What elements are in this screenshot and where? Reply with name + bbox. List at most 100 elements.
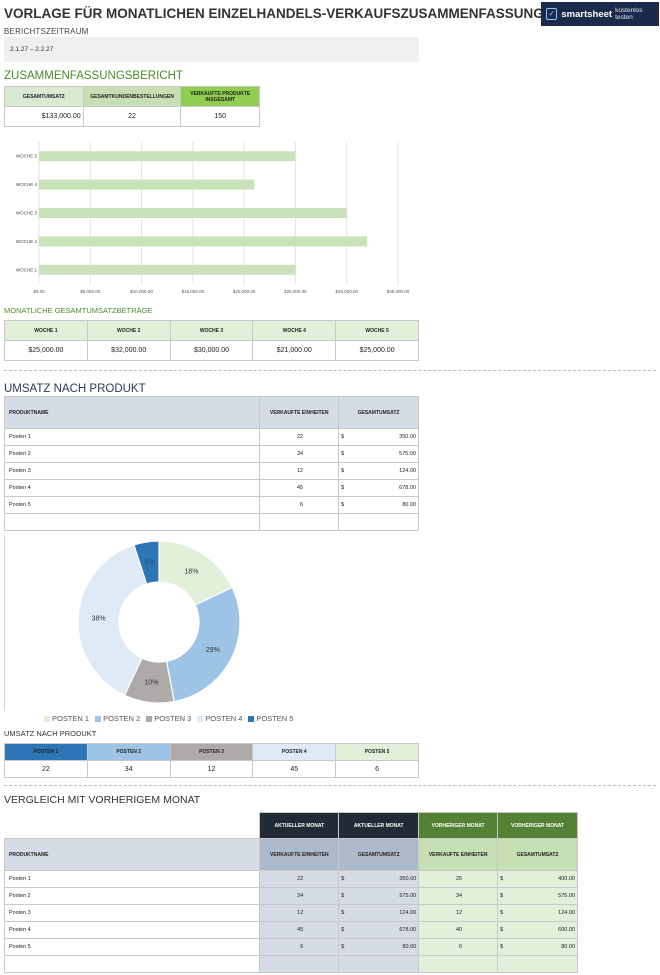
smartsheet-logo[interactable]: ✓ smartsheet kostenlos testen [541,2,659,26]
cmp-top-header: AKTUELLER MONAT [259,812,340,839]
table-row: Posten 3 12 $124.00 [3,462,419,480]
units-header: POSTEN 3 [169,743,254,761]
y-category-label: WOCHE 2 [16,239,37,244]
currency-symbol: $ [341,434,345,440]
cmp-prev-total: 400.00 [558,876,575,882]
cmp-top-header: VORHERIGER MONAT [497,812,578,839]
product-name: Posten 2 [3,445,261,463]
section-divider [4,370,656,371]
summary-value: 150 [180,106,260,127]
donut-slice-label: 18% [184,568,198,575]
week-header: WOCHE 4 [252,320,337,341]
product-name: Posten 3 [3,462,261,480]
cmp-cur-units: 12 [259,904,340,922]
currency-symbol: $ [341,944,345,950]
currency-symbol: $ [500,876,504,882]
donut-slice-label: 5% [144,560,154,567]
currency-symbol: $ [341,468,345,474]
summary-header: GESAMTKUNDENBESTELLUNGEN [82,86,182,107]
cmp-cur-units: 6 [259,938,340,956]
week-header: WOCHE 1 [4,320,88,341]
summary-table: GESAMTUMSATZ GESAMTKUNDENBESTELLUNGEN VE… [4,86,260,127]
summary-value: 22 [82,106,182,127]
product-total: 575.00 [399,451,416,457]
period-input[interactable]: 2.1.27 – 2.2.27 [4,37,419,62]
cmp-cur-units: 34 [259,887,340,905]
page-title: VORLAGE FÜR MONATLICHEN EINZELHANDELS-VE… [4,6,613,21]
legend-item: POSTEN 4 [197,714,242,723]
check-icon: ✓ [546,8,558,20]
currency-symbol: $ [341,485,345,491]
week-header: WOCHE 3 [169,320,254,341]
cmp-top-header: VORHERIGER MONAT [418,812,499,839]
cmp-sub-header: VERKAUFTE EINHEITEN [259,838,340,871]
product-name: Posten 5 [3,496,261,514]
cmp-prev-units: 40 [418,921,499,939]
donut-slice-label: 38% [92,616,106,623]
cmp-name: Posten 3 [3,904,261,922]
currency-symbol: $ [341,876,345,882]
bar [39,264,296,275]
cmp-cur-units: 22 [259,870,340,888]
units-header: POSTEN 2 [86,743,171,761]
units-value: 34 [86,760,171,778]
product-total: 80.00 [402,502,416,508]
cmp-prev-total: 600.00 [558,927,575,933]
cmp-sub-header: GESAMTUMSATZ [338,838,420,871]
currency-symbol: $ [500,910,504,916]
table-row: Posten 1 22 $350.00 [3,428,419,446]
donut-slice [133,540,160,585]
week-value: $21,000.00 [252,340,337,361]
donut-slice-label: 29% [206,647,220,654]
units-value: 22 [4,760,88,778]
y-category-label: WOCHE 3 [16,211,37,216]
donut-legend: POSTEN 1 POSTEN 2 POSTEN 3 POSTEN 4 POST… [44,714,293,723]
cmp-col-name: PRODUKTNAME [3,838,261,871]
cmp-prev-units: 6 [418,938,499,956]
currency-symbol: $ [341,451,345,457]
period-label: BERICHTSZEITRAUM [4,27,89,36]
units-value: 12 [169,760,254,778]
y-category-label: WOCHE 1 [16,267,37,272]
x-tick-label: $20,000.00 [233,289,256,294]
currency-symbol: $ [341,893,345,899]
product-units: 22 [259,428,340,446]
products-heading: UMSATZ NACH PRODUKT [4,383,146,395]
units-header: POSTEN 1 [4,743,88,761]
cmp-cur-total: 575.00 [399,893,417,899]
legend-item: POSTEN 3 [146,714,191,723]
cmp-name: Posten 5 [3,938,261,956]
x-tick-label: $0.00 [33,289,45,294]
cmp-name: Posten 4 [3,921,261,939]
cmp-name: Posten 1 [3,870,261,888]
x-tick-label: $35,000.00 [387,289,410,294]
table-row-empty [3,955,578,973]
currency-symbol: $ [341,910,345,916]
week-value: $25,000.00 [4,340,88,361]
table-row: Posten 1 22 $350.00 25 $400.00 [3,870,578,888]
week-header: WOCHE 2 [86,320,171,341]
product-units: 45 [259,479,340,497]
table-row: Posten 5 6 $80.00 6 $80.00 [3,938,578,956]
cmp-prev-units: 12 [418,904,499,922]
units-table: POSTEN 1 POSTEN 2 POSTEN 3 POSTEN 4 POST… [4,743,419,778]
units-value: 45 [252,760,337,778]
donut-slice [165,586,241,703]
cmp-prev-total: 575.00 [558,893,575,899]
table-row: Posten 5 6 $80.00 [3,496,419,514]
x-tick-label: $10,000.00 [130,289,153,294]
x-tick-label: $15,000.00 [182,289,205,294]
product-units: 6 [259,496,340,514]
cmp-prev-units: 25 [418,870,499,888]
products-col-name: PRODUKTNAME [3,396,261,429]
weekly-table: WOCHE 1 WOCHE 2 WOCHE 3 WOCHE 4 WOCHE 5 … [4,320,419,361]
product-donut-chart: 18% 29% 10% 38% 5% [4,535,241,711]
cmp-cur-total: 678.00 [399,927,417,933]
products-col-units: VERKAUFTE EINHEITEN [259,396,340,429]
cmp-cur-total: 350.00 [399,876,417,882]
summary-heading: ZUSAMMENFASSUNGSBERICHT [4,70,183,82]
week-value: $32,000.00 [86,340,171,361]
table-row: Posten 4 45 $678.00 [3,479,419,497]
currency-symbol: $ [500,893,504,899]
legend-item: POSTEN 1 [44,714,89,723]
